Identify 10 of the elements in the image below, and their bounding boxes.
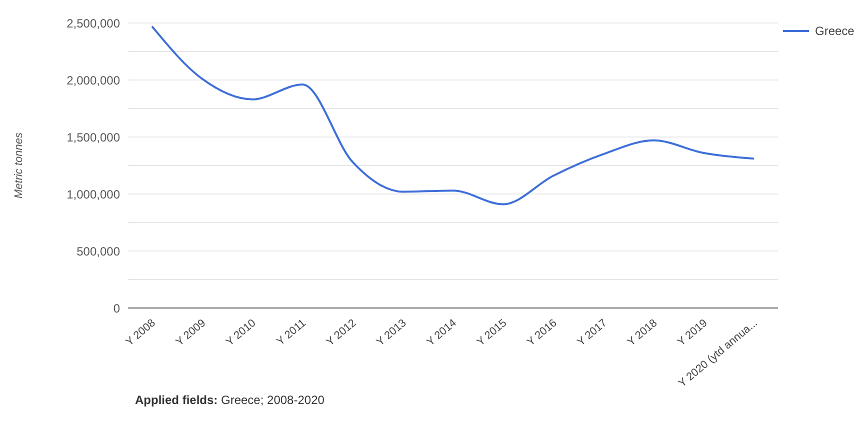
y-tick-label: 2,000,000 <box>66 73 120 88</box>
y-tick-label: 0 <box>113 301 120 316</box>
line-series <box>151 25 755 206</box>
legend-label: Greece <box>815 24 854 38</box>
y-tick-label: 1,500,000 <box>66 130 120 144</box>
text: Applied fields: Greece; 2008-2020 <box>135 393 324 407</box>
y-tick-label: 1,000,000 <box>66 187 120 202</box>
y-tick-label: 2,500,000 <box>66 16 120 30</box>
y-tick-label: 500,000 <box>76 244 120 258</box>
y-axis-title: Metric tonnes <box>12 132 25 199</box>
